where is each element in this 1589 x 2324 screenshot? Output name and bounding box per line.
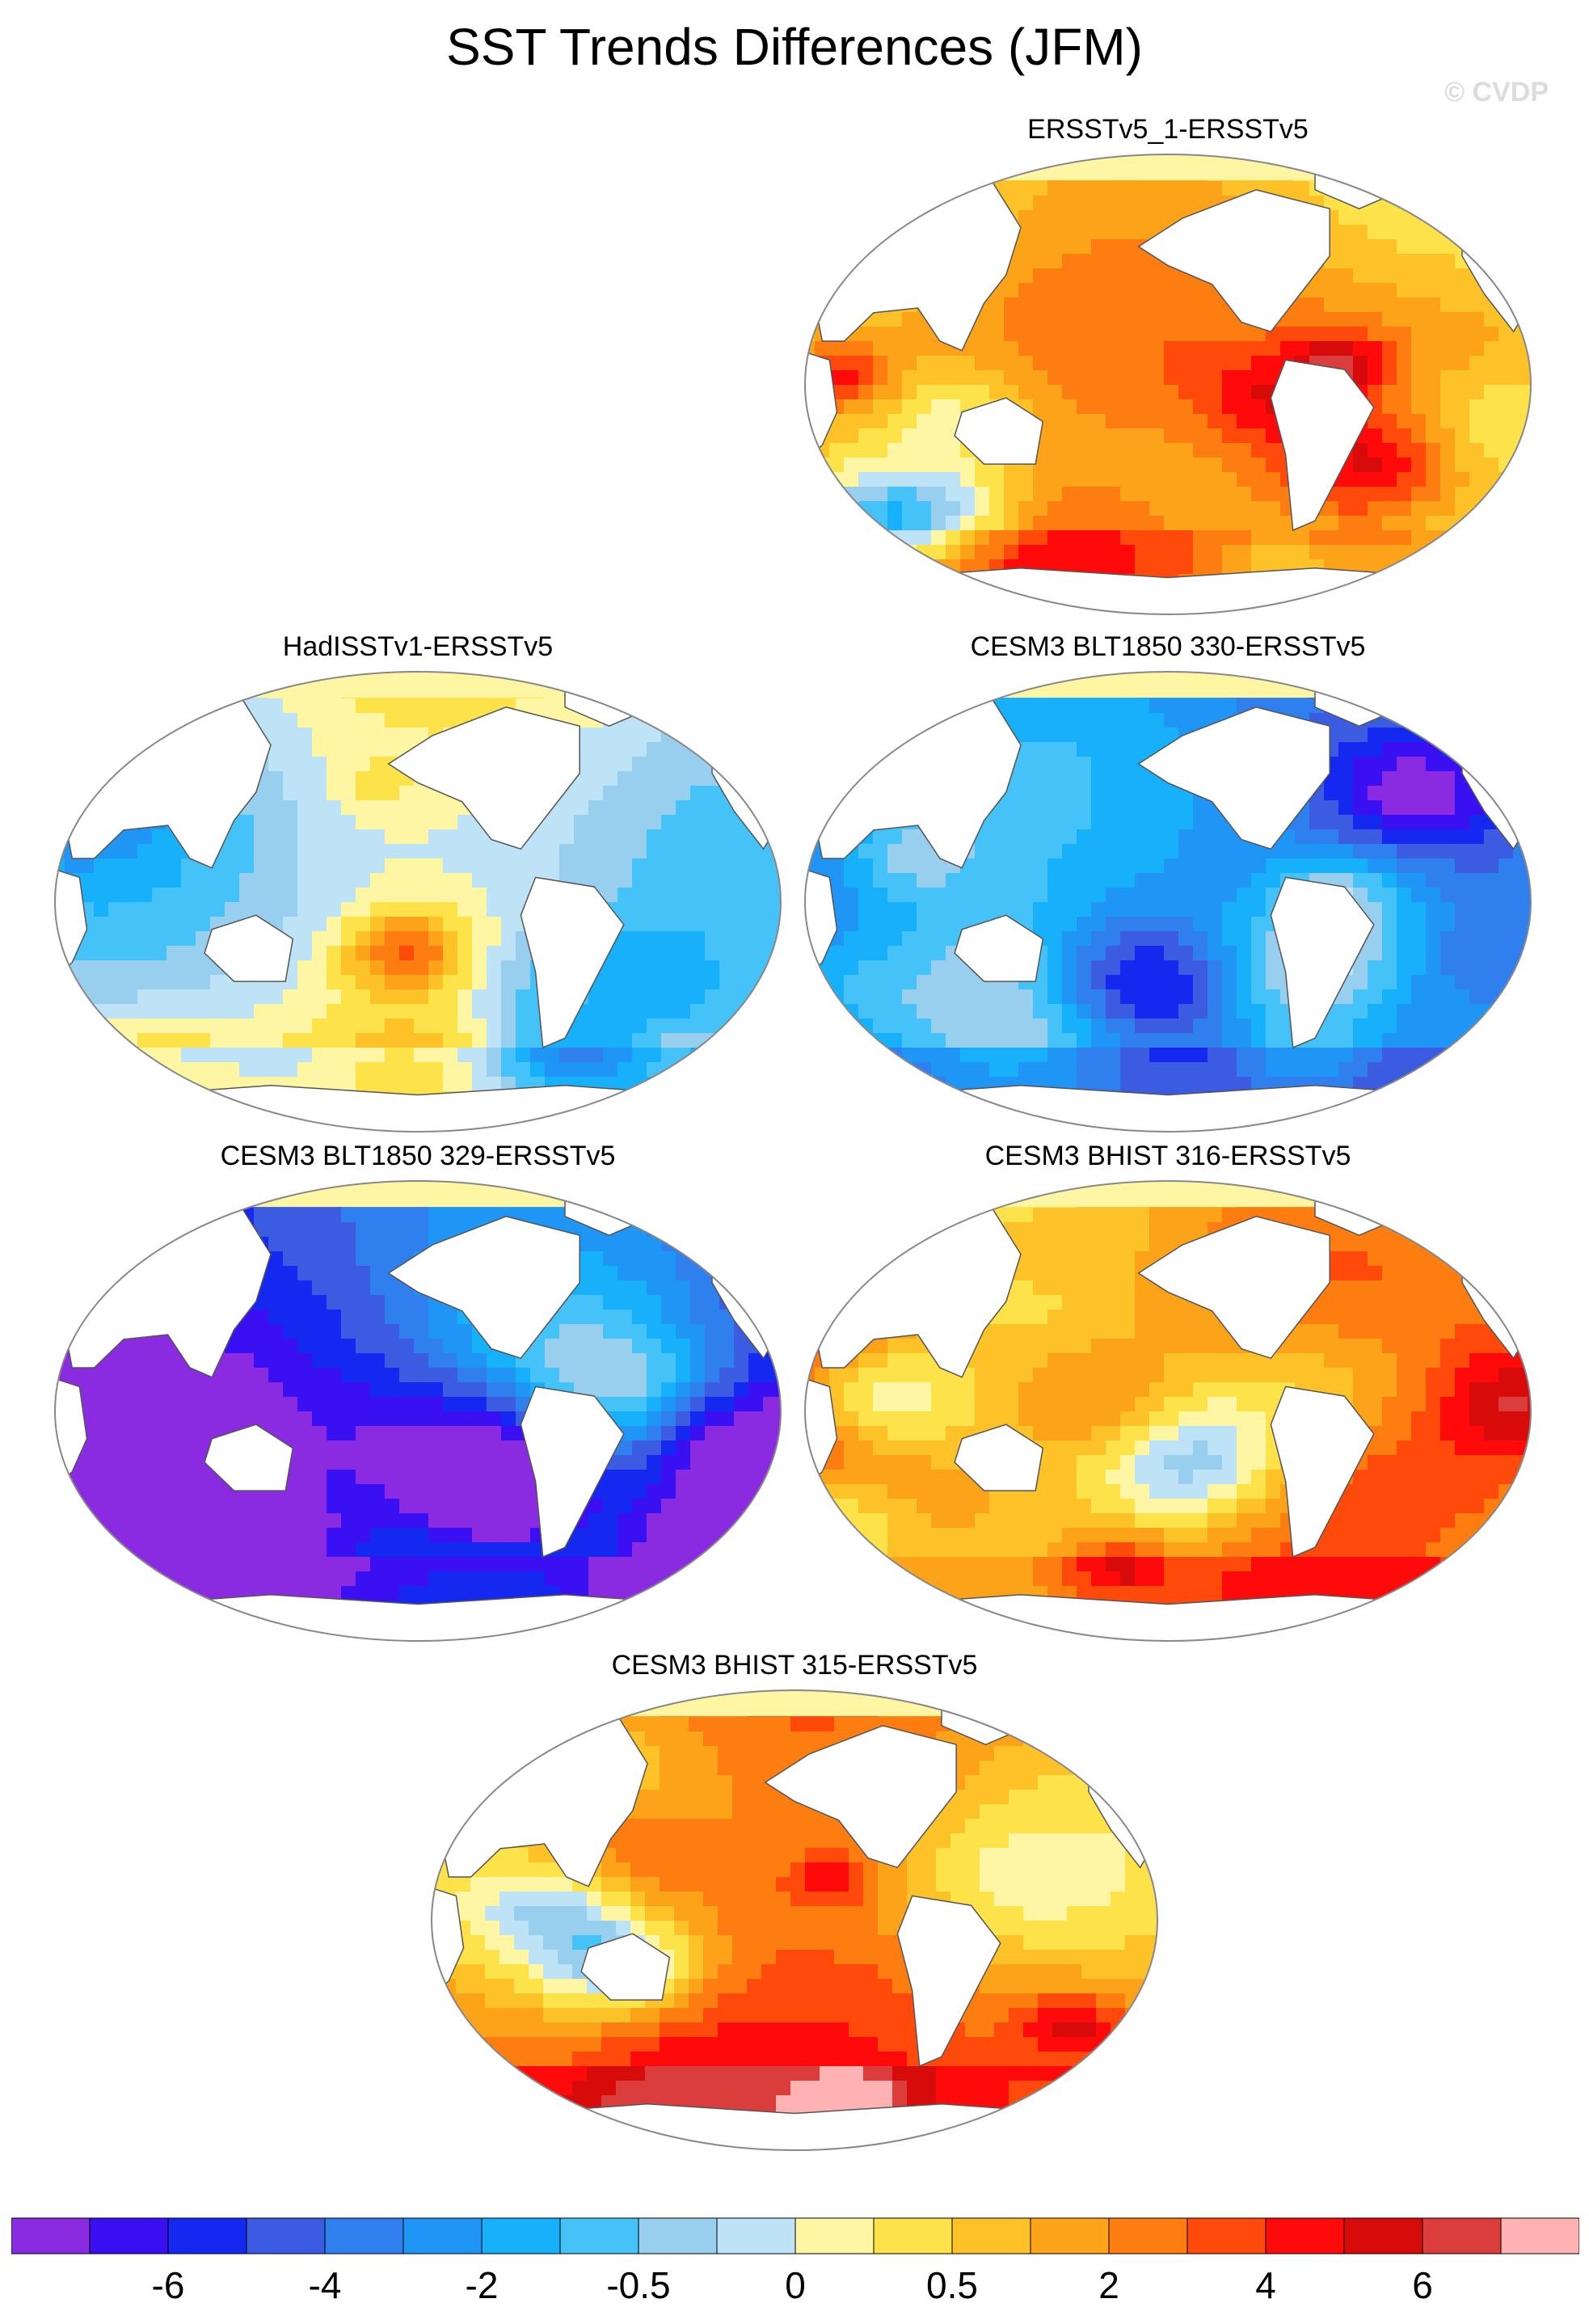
land-mass [954, 914, 1044, 982]
colorbar-swatch [1500, 2217, 1579, 2254]
land-mass [204, 1424, 294, 1491]
land-mass [1270, 1386, 1375, 1558]
land-mass [954, 1424, 1044, 1491]
land-mass [764, 1725, 957, 1869]
land-mass [896, 1895, 1001, 2068]
world-map [804, 671, 1532, 1132]
map-panel-bhist-315: CESM3 BHIST 315-ERSSTv5 [427, 1649, 1162, 2166]
world-map [54, 671, 782, 1132]
land-mass [1137, 1216, 1330, 1360]
world-map [431, 1689, 1158, 2151]
colorbar-swatch [246, 2217, 326, 2254]
map-panel-blt1850-330: CESM3 BLT1850 330-ERSSTv5 [800, 631, 1536, 1148]
colorbar-swatch [167, 2217, 247, 2254]
colorbar-tick-label: 2 [1098, 2264, 1119, 2306]
map-border [431, 1689, 1158, 2151]
world-map [804, 154, 1532, 615]
cvdp-watermark: © CVDP [1444, 77, 1549, 108]
land-mass [387, 706, 580, 850]
colorbar-tick-label: 6 [1412, 2264, 1433, 2306]
colorbar-swatch [951, 2217, 1031, 2254]
land-mass [954, 397, 1044, 465]
panel-title: CESM3 BHIST 315-ERSSTv5 [611, 1650, 978, 1681]
map-border [804, 154, 1532, 615]
colorbar [11, 2217, 1579, 2254]
map-panel-blt1850-329: CESM3 BLT1850 329-ERSSTv5 [50, 1140, 786, 1657]
colorbar-swatch [873, 2217, 953, 2254]
land-mass [520, 1386, 625, 1558]
colorbar-swatch [638, 2217, 718, 2254]
colorbar-swatch [481, 2217, 561, 2254]
land-mass [520, 876, 625, 1049]
colorbar-tick-label: 4 [1255, 2264, 1276, 2306]
map-border [54, 1180, 782, 1642]
panel-title: CESM3 BLT1850 329-ERSSTv5 [220, 1141, 616, 1171]
panel-title: HadISSTv1-ERSSTv5 [282, 631, 554, 662]
map-border [54, 671, 782, 1132]
map-border [804, 671, 1532, 1132]
land-mass [1270, 359, 1375, 532]
colorbar-tick-label: 0 [785, 2264, 806, 2306]
land-mass [1270, 876, 1375, 1049]
colorbar-swatch [89, 2217, 169, 2254]
map-panel-hadisst: HadISSTv1-ERSSTv5 [50, 631, 786, 1148]
colorbar-tick-label: -6 [151, 2264, 185, 2306]
land-mass [580, 1933, 671, 2001]
panel-title: CESM3 BLT1850 330-ERSSTv5 [970, 631, 1366, 662]
map-panel-bhist-316: CESM3 BHIST 316-ERSSTv5 [800, 1140, 1536, 1657]
panel-title: CESM3 BHIST 316-ERSSTv5 [984, 1141, 1351, 1171]
colorbar-swatch [716, 2217, 796, 2254]
world-map [804, 1180, 1532, 1642]
colorbar-swatch [1030, 2217, 1110, 2254]
colorbar-swatch [324, 2217, 404, 2254]
colorbar-swatch [1422, 2217, 1502, 2254]
colorbar-tick-label: -0.5 [606, 2264, 671, 2306]
colorbar-swatch [11, 2217, 91, 2254]
colorbar-swatch [1343, 2217, 1423, 2254]
map-panel-ersstv5-1: ERSSTv5_1-ERSSTv5 [800, 113, 1536, 631]
colorbar-swatch [1186, 2217, 1267, 2254]
colorbar-tick-label: 0.5 [926, 2264, 978, 2306]
colorbar-swatch [1108, 2217, 1188, 2254]
colorbar-swatch [794, 2217, 875, 2254]
land-mass [204, 914, 294, 982]
panel-title: ERSSTv5_1-ERSSTv5 [1027, 114, 1309, 145]
world-map [54, 1180, 782, 1642]
figure-title: SST Trends Differences (JFM) [446, 18, 1143, 76]
colorbar-swatch [559, 2217, 639, 2254]
colorbar-tick-label: -2 [465, 2264, 499, 2306]
colorbar-tick-label: -4 [308, 2264, 342, 2306]
map-border [804, 1180, 1532, 1642]
colorbar-swatch [403, 2217, 483, 2254]
colorbar-swatch [1265, 2217, 1345, 2254]
land-mass [1137, 706, 1330, 850]
land-mass [1137, 189, 1330, 333]
land-mass [387, 1216, 580, 1360]
